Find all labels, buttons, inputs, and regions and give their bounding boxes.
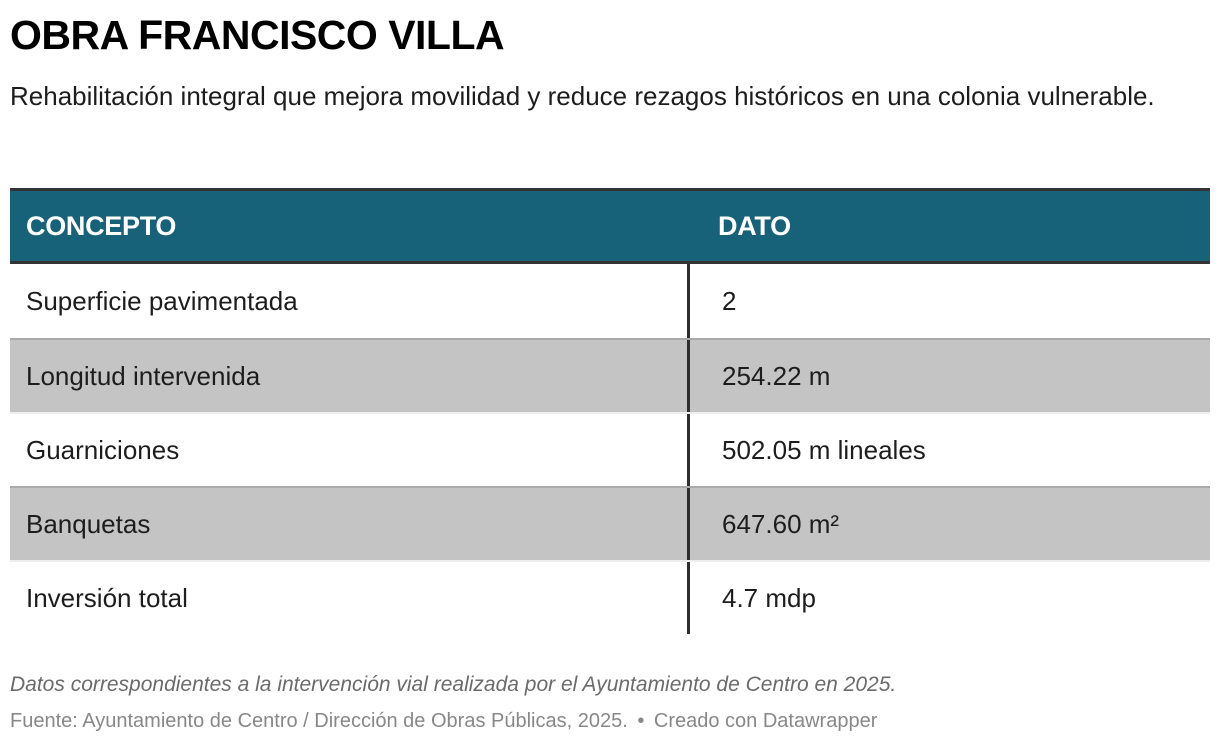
- cell-dato: 647.60 m²: [722, 508, 840, 539]
- cell-dato: 502.05 m lineales: [722, 434, 926, 465]
- table-row: Superficie pavimentada 2: [10, 264, 1210, 338]
- chart-subtitle: Rehabilitación integral que mejora movil…: [10, 81, 1155, 111]
- column-divider: [687, 414, 690, 486]
- data-table: CONCEPTO DATO Superficie pavimentada 2 L…: [10, 188, 1210, 634]
- table-row: Banquetas 647.60 m²: [10, 486, 1210, 560]
- source-text: Fuente: Ayuntamiento de Centro / Direcci…: [10, 710, 628, 732]
- credit-link[interactable]: Creado con Datawrapper: [653, 710, 878, 732]
- cell-concepto: Inversión total: [26, 582, 188, 613]
- column-divider: [687, 562, 690, 634]
- cell-concepto: Superficie pavimentada: [26, 285, 298, 316]
- table-row: Inversión total 4.7 mdp: [10, 560, 1210, 634]
- cell-dato: 4.7 mdp: [722, 582, 816, 613]
- column-divider: [687, 264, 690, 338]
- chart-title: OBRA FRANCISCO VILLA: [10, 12, 505, 58]
- separator: •: [637, 710, 645, 732]
- cell-dato: 2: [722, 285, 737, 316]
- column-header-dato: DATO: [718, 210, 791, 241]
- table-header: CONCEPTO DATO: [10, 188, 1210, 264]
- cell-concepto: Guarniciones: [26, 434, 180, 465]
- column-header-concepto: CONCEPTO: [26, 210, 177, 241]
- table-row: Longitud intervenida 254.22 m: [10, 338, 1210, 412]
- column-divider: [687, 488, 690, 560]
- chart-source: Fuente: Ayuntamiento de Centro / Direcci…: [10, 710, 877, 733]
- cell-concepto: Banquetas: [26, 508, 151, 539]
- cell-concepto: Longitud intervenida: [26, 360, 261, 391]
- table-row: Guarniciones 502.05 m lineales: [10, 412, 1210, 486]
- cell-dato: 254.22 m: [722, 360, 831, 391]
- column-divider: [687, 340, 690, 412]
- chart-notes: Datos correspondientes a la intervención…: [10, 673, 897, 696]
